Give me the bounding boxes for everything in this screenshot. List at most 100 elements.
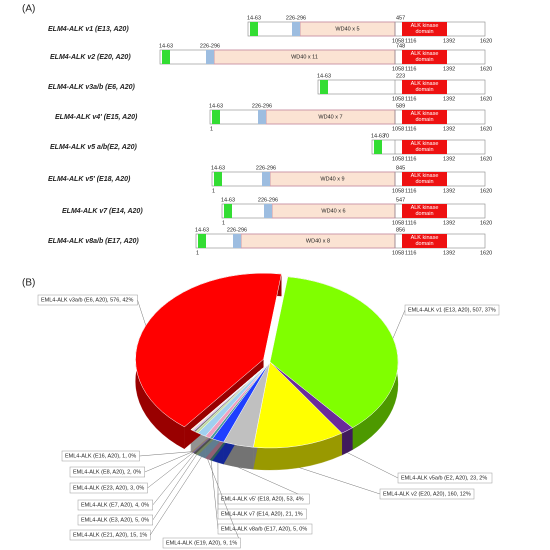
position-label: 1116 — [405, 220, 416, 226]
slice-label: EML4-ALK v3a/b (E6, A20), 576, 42% — [41, 297, 133, 303]
position-label: 1620 — [480, 126, 492, 132]
leader-line — [347, 452, 399, 479]
variant-label: ELM4-ALK v1 (E13, A20) — [48, 26, 129, 33]
green-label: 14-63 — [317, 73, 331, 79]
slice — [269, 276, 399, 429]
leader-line — [139, 451, 192, 457]
kinase-domain — [402, 234, 447, 248]
slice-label: EML4-ALK (E16, A20), 1, 0% — [65, 453, 136, 459]
kinase-domain — [402, 172, 447, 186]
kinase-label: ALK kinase domain — [410, 111, 439, 123]
green-domain — [224, 204, 232, 218]
slice-label: EML4-ALK (E3, A20), 5, 0% — [81, 517, 149, 523]
position-label: 1058 — [392, 156, 404, 162]
slice-label: EML4-ALK (E19, A20), 9, 1% — [166, 540, 237, 546]
variant-label: ELM4-ALK v2 (E20, A20) — [50, 54, 131, 61]
leader-line — [152, 454, 197, 521]
end-label: 748 — [396, 43, 405, 49]
slice-label: EML4-ALK v2 (E20, A20), 160, 12% — [383, 491, 471, 497]
blue-domain — [264, 204, 272, 218]
panel-b-title: (B) — [22, 278, 35, 289]
green-domain — [212, 110, 220, 124]
label-box — [77, 514, 153, 526]
end-label: 457 — [396, 15, 405, 21]
slice-label: EML4-ALK v7 (E14, A20), 21, 1% — [221, 511, 303, 517]
label-box — [217, 523, 313, 535]
label-box — [61, 450, 140, 462]
end-label: 223 — [396, 73, 405, 79]
position-label: 1392 — [443, 38, 455, 44]
end-label: 856 — [396, 227, 405, 233]
slice-label: EML4-ALK v5' (E18, A20), 53, 4% — [221, 496, 304, 502]
green-domain — [162, 50, 170, 64]
leader-line — [238, 467, 310, 500]
start-label: 1 — [196, 250, 199, 256]
position-label: 1116 — [405, 156, 416, 162]
panel-a-title: (A) — [22, 4, 35, 15]
slice-label: EML4-ALK v8a/b (E17, A20), 5, 0% — [221, 526, 307, 532]
wd40-label: WD40 x 11 — [291, 54, 318, 60]
leader-line — [147, 452, 194, 489]
blue-label: 226-296 — [258, 197, 278, 203]
end-label: 589 — [396, 103, 405, 109]
position-label: 1058 — [392, 250, 404, 256]
label-box — [37, 294, 138, 306]
kinase-domain — [402, 110, 447, 124]
end-label: 845 — [396, 165, 405, 171]
label-box — [397, 472, 493, 484]
position-label: 1116 — [405, 96, 416, 102]
leader-line — [137, 299, 147, 326]
blue-label: 226-296 — [227, 227, 247, 233]
position-label: 1058 — [392, 126, 404, 132]
position-label: 1116 — [405, 66, 416, 72]
label-box — [379, 488, 475, 500]
green-label: 14-63 — [159, 43, 173, 49]
start-label: 1 — [210, 126, 213, 132]
slice-label: EML4-ALK (E7, A20), 4, 0% — [81, 502, 149, 508]
position-label: 1392 — [443, 126, 455, 132]
wd40-label: WD40 x 9 — [320, 176, 344, 182]
label-box — [404, 304, 500, 316]
kinase-label: ALK kinase domain — [410, 173, 439, 185]
kinase-domain — [402, 140, 447, 154]
slice-label: EML4-ALK (E8, A20), 2, 0% — [73, 469, 141, 475]
position-label: 1392 — [443, 220, 455, 226]
position-label: 1392 — [443, 66, 455, 72]
label-box — [69, 482, 148, 494]
label-box — [77, 499, 153, 511]
wd40-label: WD40 x 6 — [321, 208, 345, 214]
kinase-label: ALK kinase domain — [410, 235, 439, 247]
leader-line — [210, 460, 219, 530]
position-label: 1058 — [392, 220, 404, 226]
variant-label: ELM4-ALK v7 (E14, A20) — [62, 208, 143, 215]
position-label: 1392 — [443, 188, 455, 194]
kinase-box: ALK kinase domain — [411, 205, 439, 217]
position-label: 1392 — [443, 96, 455, 102]
position-label: 1058 — [392, 66, 404, 72]
blue-domain — [206, 50, 214, 64]
slice — [190, 361, 271, 431]
blue-domain — [292, 22, 300, 36]
variant-label: ELM4-ALK v5 a/b(E2, A20) — [50, 144, 138, 151]
green-domain — [214, 172, 222, 186]
blue-label: 226-296 — [286, 15, 306, 21]
variant-label: ELM4-ALK v5' (E18, A20) — [48, 176, 131, 183]
kinase-domain — [402, 50, 447, 64]
variant-label: ELM4-ALK v3a/b (E6, A20) — [48, 84, 136, 91]
variant-label: ELM4-ALK v4' (E15, A20) — [55, 114, 138, 121]
leader-line — [299, 467, 381, 495]
green-domain — [250, 22, 258, 36]
kinase-box: ALK kinase domain — [411, 51, 439, 63]
wd40-label: WD40 x 8 — [306, 238, 330, 244]
green-label: 14-63 — [195, 227, 209, 233]
position-label: 1620 — [480, 156, 492, 162]
slice — [135, 273, 282, 428]
blue-domain — [258, 110, 266, 124]
position-label: 1058 — [392, 188, 404, 194]
green-label: 14-63 — [221, 197, 235, 203]
position-label: 1620 — [480, 250, 492, 256]
label-box — [162, 537, 241, 549]
position-label: 1058 — [392, 96, 404, 102]
blue-domain — [262, 172, 270, 186]
slice-label: EML4-ALK v5a/b (E2, A20), 23, 2% — [401, 475, 487, 481]
